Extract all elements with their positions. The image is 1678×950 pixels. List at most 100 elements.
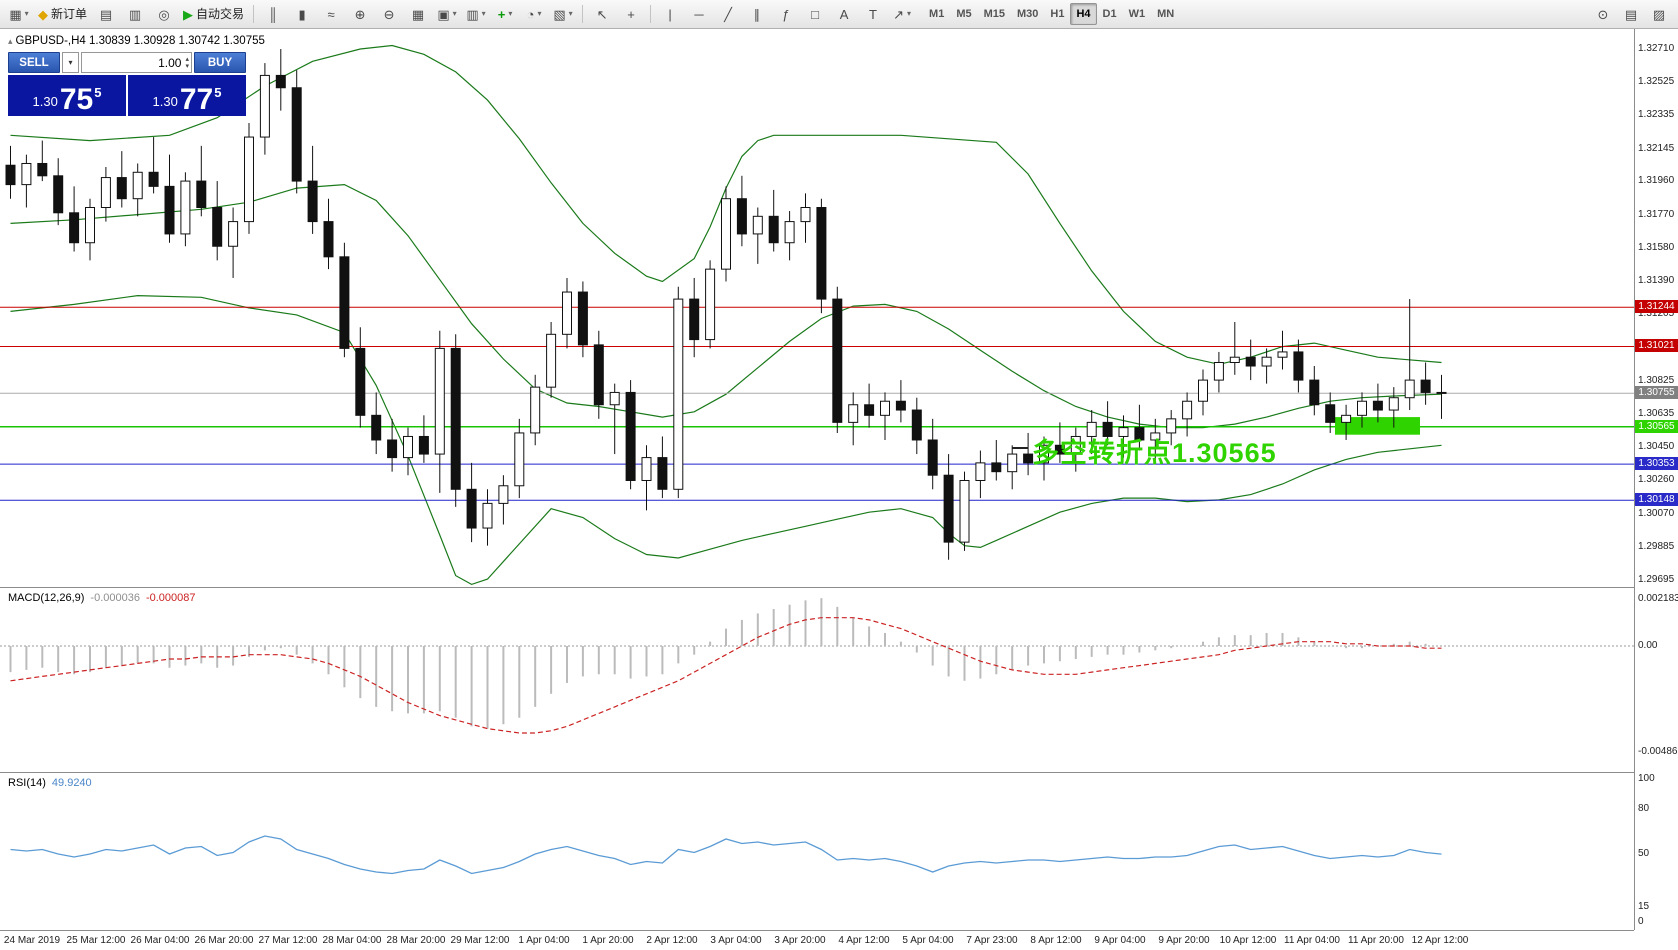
periods-icon: ◔	[526, 6, 535, 22]
sell-button[interactable]: SELL	[8, 52, 60, 73]
annotation-pointer-line[interactable]	[1012, 447, 1028, 449]
market-watch-icon[interactable]: ▤	[92, 2, 120, 26]
tile-windows-icon[interactable]: ▦	[404, 2, 432, 26]
chevron-down-icon[interactable]: ▾	[452, 9, 457, 18]
arrows-icon[interactable]: ↗ ▾	[888, 2, 916, 26]
pivot-annotation-text[interactable]: 多空转折点1.30565	[1032, 438, 1277, 468]
price-tick-label: 1.30825	[1638, 374, 1675, 386]
text-icon[interactable]: A	[830, 2, 858, 26]
price-tick-label: 1.32710	[1638, 43, 1675, 54]
chevron-down-icon[interactable]: ▾	[906, 9, 911, 18]
time-tick-label: 8 Apr 12:00	[1030, 935, 1082, 946]
zoom-in-icon[interactable]: ⊕	[346, 2, 374, 26]
price-tick-label: 1.31580	[1638, 242, 1675, 253]
volume-value: 1.00	[158, 55, 182, 70]
price-tick-label: 1.31770	[1638, 208, 1675, 220]
fibonacci-icon[interactable]: ƒ	[772, 2, 800, 26]
shapes-icon[interactable]: □	[801, 2, 829, 26]
time-tick-label: 2 Apr 12:00	[646, 935, 698, 946]
chevron-down-icon: ▾	[68, 58, 73, 67]
cascade-windows-icon[interactable]: ▣ ▾	[433, 2, 461, 26]
chevron-down-icon[interactable]: ▾	[568, 9, 573, 18]
timeframe-button-m1[interactable]: M1	[929, 8, 945, 20]
time-tick-label: 3 Apr 20:00	[774, 935, 826, 946]
time-tick-label: 4 Apr 12:00	[838, 935, 890, 946]
cursor-icon[interactable]: ↖	[588, 2, 616, 26]
time-axis[interactable]: 24 Mar 2019 25 Mar 12:00 26 Mar 04:00 26 Ma…	[0, 930, 1634, 950]
price-tick-label: 1.32145	[1638, 142, 1675, 154]
macd-rsi-separator[interactable]	[0, 772, 1634, 773]
price-tick-label: 1.30260	[1638, 474, 1675, 486]
new-order-button[interactable]: ◆ 新订单	[34, 2, 91, 26]
edit-icon[interactable]: ▨	[1652, 6, 1666, 22]
zoom-out-icon[interactable]: ⊖	[375, 2, 403, 26]
order-type-dropdown[interactable]: ▾	[62, 52, 79, 73]
chevron-down-icon[interactable]: ▾	[508, 9, 513, 18]
time-tick-label: 29 Mar 12:00	[450, 935, 510, 946]
price-tag: 1.30148	[1635, 493, 1678, 507]
arrange-windows-icon: ▥	[466, 6, 479, 22]
time-tick-label: 11 Apr 04:00	[1284, 935, 1340, 946]
channel-icon[interactable]: ∥	[743, 2, 771, 26]
time-tick-label: 3 Apr 04:00	[710, 935, 762, 946]
buy-price-display[interactable]: 1.30 77 5	[128, 75, 246, 116]
indicators-icon[interactable]: + ▾	[491, 2, 519, 26]
rsi-scale-label: 80	[1638, 803, 1650, 814]
volume-up-arrow[interactable]: ▴	[185, 55, 189, 63]
candlestick-chart-icon: ▮	[298, 6, 306, 22]
horizontal-line-icon[interactable]: ─	[685, 2, 713, 26]
arrange-windows-icon[interactable]: ▥ ▾	[462, 2, 490, 26]
buy-button[interactable]: BUY	[194, 52, 246, 73]
cursor-icon: ↖	[596, 6, 608, 22]
time-tick-label: 7 Apr 23:00	[966, 935, 1018, 946]
label-icon[interactable]: T	[859, 2, 887, 26]
timeframe-button-w1[interactable]: W1	[1128, 8, 1146, 20]
highlight-rectangle[interactable]	[1335, 417, 1420, 435]
autotrade-button[interactable]: ▶ 自动交易	[179, 2, 248, 26]
price-axis[interactable]: 1.32710 1.32525 1.32335 1.32145 1.31960 1.317…	[1634, 29, 1678, 930]
crosshair-icon[interactable]: +	[617, 2, 645, 26]
main-macd-separator[interactable]	[0, 587, 1634, 588]
timeframe-button-mn[interactable]: MN	[1157, 8, 1175, 20]
line-chart-icon[interactable]: ≈	[317, 2, 345, 26]
macd-label: MACD(12,26,9) -0.000036 -0.000087	[8, 592, 196, 604]
data-window-icon: ▥	[128, 6, 142, 22]
channel-icon: ∥	[753, 6, 761, 22]
templates-icon[interactable]: ▧ ▾	[549, 2, 577, 26]
navigator-icon[interactable]: ◎	[150, 2, 178, 26]
data-window-icon[interactable]: ▥	[121, 2, 149, 26]
price-tag: 1.30565	[1635, 419, 1678, 433]
crosshair-icon: +	[627, 6, 635, 22]
timeframe-button-h4[interactable]: H4	[1070, 3, 1097, 25]
search-icon[interactable]: ⊙	[1597, 6, 1609, 22]
bar-chart-icon[interactable]: ║	[259, 2, 287, 26]
chevron-down-icon[interactable]: ▾	[24, 9, 29, 18]
periods-icon[interactable]: ◔ ▾	[520, 2, 548, 26]
time-tick-label: 11 Apr 20:00	[1348, 935, 1404, 946]
volume-down-arrow[interactable]: ▾	[185, 62, 189, 70]
sell-price-display[interactable]: 1.30 75 5	[8, 75, 126, 116]
candlestick-chart-icon[interactable]: ▮	[288, 2, 316, 26]
trendline-icon[interactable]: ╱	[714, 2, 742, 26]
timeframe-button-m15[interactable]: M15	[983, 8, 1005, 20]
fibonacci-icon: ƒ	[782, 6, 790, 22]
new-chart-icon[interactable]: ▦ ▾	[5, 2, 33, 26]
timeframe-button-h1[interactable]: H1	[1050, 8, 1065, 20]
timeframe-button-m30[interactable]: M30	[1017, 8, 1039, 20]
timeframe-button-d1[interactable]: D1	[1102, 8, 1117, 20]
chart-header: ▴ GBPUSD-,H4 1.30839 1.30928 1.30742 1.30…	[8, 35, 265, 47]
chevron-down-icon[interactable]: ▾	[481, 9, 486, 18]
collapse-icon[interactable]: ▴	[8, 36, 13, 46]
timeframe-button-m5[interactable]: M5	[956, 8, 972, 20]
macd-indicator	[0, 598, 1634, 734]
symbol-ohlc-text: GBPUSD-,H4 1.30839 1.30928 1.30742 1.307…	[15, 35, 265, 47]
timeframe-toolbar: M1 M5 M15 M30 H1 H4 D1 W1 MN	[923, 3, 1180, 25]
chevron-down-icon[interactable]: ▾	[537, 9, 542, 18]
chart-profile-icon[interactable]: ▤	[1624, 6, 1638, 22]
vertical-line-icon[interactable]: |	[656, 2, 684, 26]
rsi-scale-label: 15	[1638, 900, 1650, 912]
volume-input[interactable]: 1.00 ▴ ▾	[81, 52, 192, 73]
macd-scale-label: 0.002183	[1638, 592, 1678, 604]
